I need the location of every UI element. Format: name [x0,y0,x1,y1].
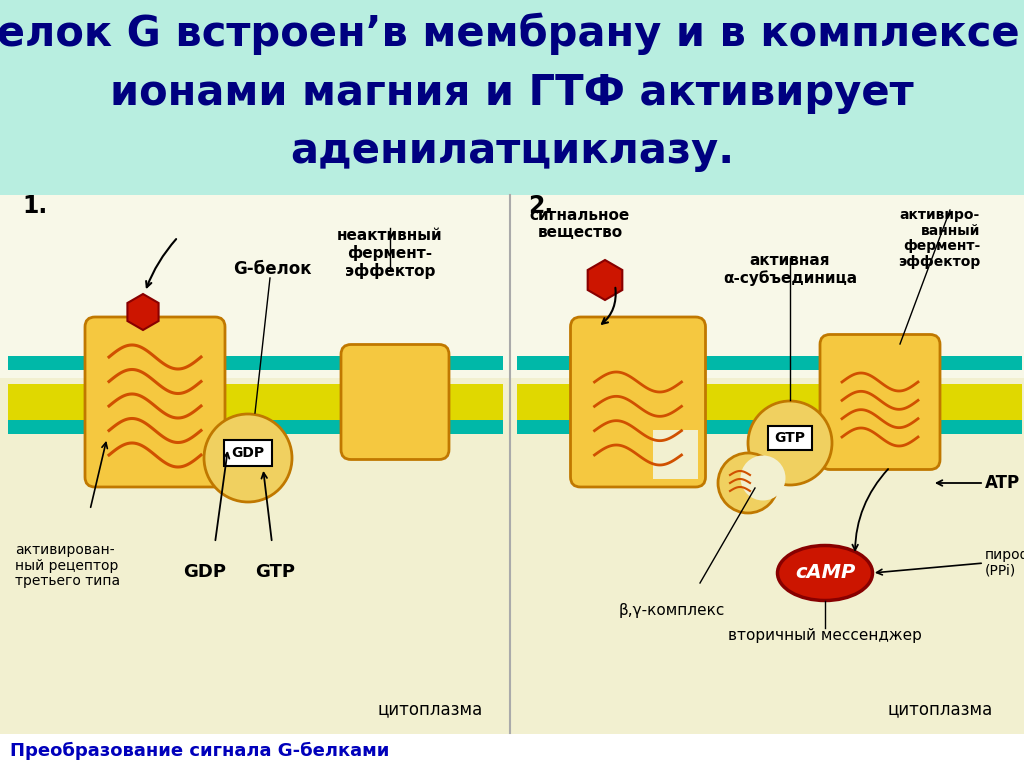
FancyBboxPatch shape [768,426,812,450]
Text: G-белок: G-белок [232,260,311,278]
Text: GTP: GTP [774,431,806,445]
Bar [8,384,503,420]
FancyBboxPatch shape [224,440,272,466]
Polygon shape [588,260,623,300]
Bar [0,195,1024,736]
Bar [0,0,1024,195]
Text: цитоплазма: цитоплазма [888,700,992,718]
Circle shape [740,455,785,501]
Text: Преобразование сигнала G-белками: Преобразование сигнала G-белками [10,742,389,760]
Circle shape [718,453,778,513]
Text: вторичный мессенджер: вторичный мессенджер [728,628,922,643]
Bar [517,420,1022,434]
Circle shape [748,401,831,485]
FancyBboxPatch shape [85,317,225,487]
Polygon shape [127,294,159,330]
Text: активиро-
ванный
фермент-
эффектор: активиро- ванный фермент- эффектор [898,208,980,269]
Text: GTP: GTP [255,563,295,581]
Text: сигнальное
вещество: сигнальное вещество [529,208,630,240]
Text: пирофосфат
(PPi): пирофосфат (PPi) [985,548,1024,578]
FancyBboxPatch shape [570,317,706,487]
Ellipse shape [777,545,872,601]
Bar [653,430,697,479]
Text: неактивный
фермент-
эффектор: неактивный фермент- эффектор [337,228,442,279]
Text: Белок G встроенʼв мембрану и в комплексе с
ионами магния и ГТФ активирует
аденил: Белок G встроенʼв мембрану и в комплексе… [0,13,1024,172]
Text: β,γ-комплекс: β,γ-комплекс [618,603,725,618]
Text: GDP: GDP [231,446,264,460]
Bar [0,195,1024,378]
Text: активная
α-субъединица: активная α-субъединица [723,253,857,286]
FancyBboxPatch shape [820,335,940,469]
Text: 1.: 1. [22,194,47,218]
Bar [517,356,1022,370]
Text: ATP: ATP [985,474,1020,492]
Circle shape [204,414,292,502]
Text: 2.: 2. [528,194,553,218]
Bar [0,734,1024,768]
Bar [517,384,1022,420]
Text: активирован-
ный рецептор
третьего типа: активирован- ный рецептор третьего типа [15,543,120,588]
Text: cAMP: cAMP [795,564,855,582]
FancyBboxPatch shape [341,345,449,459]
Text: GDP: GDP [183,563,226,581]
Bar [8,356,503,370]
Bar [8,420,503,434]
Text: цитоплазма: цитоплазма [378,700,482,718]
